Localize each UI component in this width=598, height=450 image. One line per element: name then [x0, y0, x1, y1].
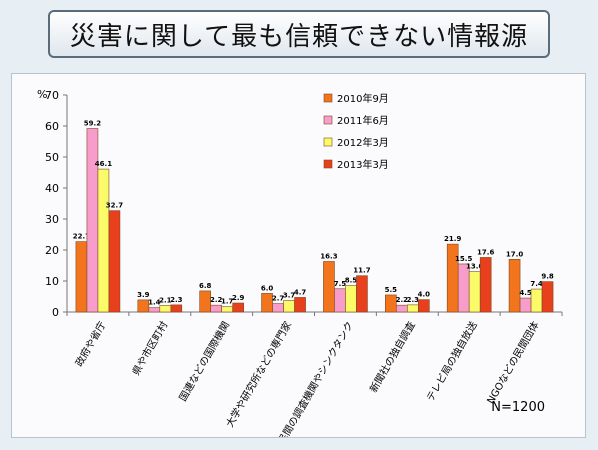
- bar: [396, 304, 408, 313]
- data-label: 4.5: [519, 289, 532, 297]
- data-label: 8.5: [345, 277, 358, 285]
- bar: [385, 294, 397, 313]
- y-tick-label: 20: [45, 244, 59, 257]
- data-label: 7.5: [334, 280, 347, 288]
- y-tick-label: 40: [45, 182, 59, 195]
- bar: [108, 210, 121, 313]
- bar: [272, 303, 284, 313]
- data-label: 3.7: [283, 292, 296, 300]
- bar: [356, 275, 368, 313]
- bar: [479, 257, 492, 313]
- category-label: テレビ局の独自放送: [424, 319, 480, 403]
- data-label: 7.4: [530, 280, 543, 288]
- y-tick-label: 50: [45, 151, 59, 164]
- legend-label: 2011年6月: [337, 114, 389, 127]
- y-tick-label: 60: [45, 120, 59, 133]
- data-label: 2.1: [159, 296, 172, 304]
- bar: [148, 307, 161, 313]
- bar: [407, 304, 419, 313]
- bar: [210, 304, 222, 313]
- bar: [97, 168, 110, 313]
- category-label: 大学や研究所などの専門家: [223, 319, 294, 429]
- category-label: 新聞社の独自調査: [367, 319, 418, 395]
- bar: [334, 288, 346, 313]
- bar: [221, 306, 233, 313]
- chart-area: % 0 10 20 30 40 50 60 70 22.7 59.2 46.1 32.7 政府や省庁 3.9…: [11, 73, 586, 438]
- bar: [530, 288, 543, 313]
- data-label: 21.9: [444, 235, 461, 243]
- data-label: 1.4: [148, 299, 161, 307]
- data-label: 32.7: [106, 202, 123, 210]
- category-label: 政府や省庁: [72, 319, 108, 369]
- data-label: 2.3: [407, 296, 420, 304]
- data-label: 11.7: [353, 267, 370, 275]
- data-label: 6.0: [261, 284, 274, 292]
- y-tick-label: 30: [45, 213, 59, 226]
- data-label: 17.0: [506, 250, 523, 258]
- data-label: 22.7: [73, 233, 90, 241]
- legend-swatch: [323, 115, 333, 125]
- data-label: 3.9: [137, 291, 150, 299]
- data-label: 2.9: [232, 294, 245, 302]
- bar: [345, 285, 357, 313]
- title-box: 災害に関して最も信頼できない情報源: [48, 10, 550, 58]
- bar: [159, 305, 172, 313]
- data-label: 17.6: [477, 248, 494, 256]
- data-label: 2.7: [272, 295, 285, 303]
- y-tick-label: 10: [45, 275, 59, 288]
- bar: [294, 297, 306, 313]
- data-label: 46.1: [95, 160, 112, 168]
- data-label: 9.8: [541, 273, 554, 281]
- legend-label: 2012年3月: [337, 136, 389, 149]
- data-label: 2.2: [210, 296, 223, 304]
- bar-chart: % 0 10 20 30 40 50 60 70 22.7 59.2 46.1 32.7 政府や省庁 3.9…: [37, 88, 563, 437]
- bar: [418, 299, 430, 313]
- bar: [519, 297, 532, 313]
- chart-title: 災害に関して最も信頼できない情報源: [69, 21, 529, 52]
- category-label: 国連などの国際機関: [176, 319, 232, 403]
- bar: [199, 290, 211, 313]
- bar: [170, 304, 183, 313]
- bar: [75, 241, 88, 313]
- data-label: 1.7: [221, 298, 234, 306]
- data-label: 4.0: [418, 291, 431, 299]
- data-label: 15.5: [455, 255, 472, 263]
- y-tick-label: 70: [45, 89, 59, 102]
- data-label: 6.8: [199, 282, 212, 290]
- bar: [283, 300, 295, 313]
- bar: [261, 293, 273, 313]
- bar: [508, 259, 521, 313]
- legend-label: 2013年3月: [337, 158, 389, 171]
- bar: [86, 128, 99, 313]
- category-label: 県や市区町村: [129, 319, 170, 377]
- y-tick-label: 0: [52, 306, 59, 319]
- bar: [232, 302, 244, 313]
- sample-size-note: N=1200: [491, 400, 545, 415]
- legend-label: 2010年9月: [337, 92, 389, 105]
- data-label: 13.0: [466, 263, 483, 271]
- bar: [323, 261, 335, 313]
- legend-swatch: [323, 137, 333, 147]
- data-label: 5.5: [385, 286, 398, 294]
- data-label: 59.2: [84, 119, 101, 127]
- bar: [137, 299, 150, 313]
- data-label: 2.3: [170, 296, 183, 304]
- data-label: 2.2: [396, 296, 409, 304]
- data-label: 16.3: [320, 252, 337, 260]
- bar: [457, 263, 470, 313]
- legend-swatch: [323, 93, 333, 103]
- category-label: NGOなどの民間団体: [485, 320, 542, 407]
- bar: [541, 281, 554, 313]
- y-axis-unit-label: %: [37, 88, 47, 101]
- legend-swatch: [323, 159, 333, 169]
- bar: [468, 271, 481, 313]
- data-label: 4.7: [294, 288, 307, 296]
